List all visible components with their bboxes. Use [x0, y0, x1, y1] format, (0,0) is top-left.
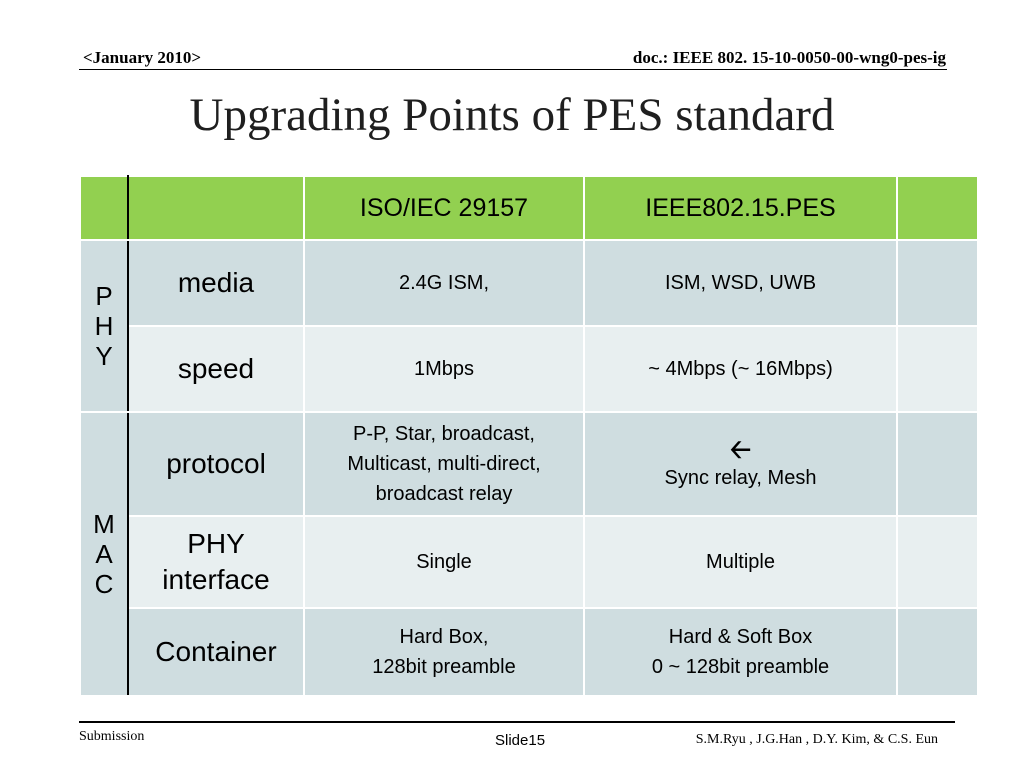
header-cell-pes: IEEE802.15.PES — [583, 175, 898, 241]
table-row: speed 1Mbps ~ 4Mbps (~ 16Mbps) — [80, 325, 979, 413]
table-row: Container Hard Box, 128bit preamble Hard … — [80, 607, 979, 697]
extra-cell — [896, 607, 979, 697]
header-cell-param — [127, 175, 305, 241]
header-doc-id: doc.: IEEE 802. 15-10-0050-00-wng0-pes-i… — [632, 48, 946, 67]
footer-authors: S.M.Ryu , J.G.Han , D.Y. Kim, & C.S. Eun — [695, 732, 938, 747]
pes-value-cell: 🡠 Sync relay, Mesh — [583, 411, 898, 517]
footer-divider — [79, 721, 955, 723]
param-cell: speed — [127, 325, 305, 413]
pes-value-cell: ISM, WSD, UWB — [583, 239, 898, 327]
left-arrow-icon: 🡠 — [729, 434, 752, 464]
iso-value-cell: P-P, Star, broadcast, Multicast, multi-di… — [303, 411, 585, 517]
iso-value-cell: 1Mbps — [303, 325, 585, 413]
iso-value-cell: 2.4G ISM, — [303, 239, 585, 327]
footer-submission: Submission — [79, 729, 145, 744]
header-divider — [79, 69, 947, 70]
pes-value-cell: Hard & Soft Box 0 ~ 128bit preamble — [583, 607, 898, 697]
extra-cell — [896, 239, 979, 327]
param-cell: PHY interface — [127, 515, 305, 609]
header-date: <January 2010> — [83, 48, 202, 67]
header-cell-empty — [79, 175, 129, 241]
table-row: PHY interface Single Multiple — [80, 515, 979, 609]
extra-cell — [896, 325, 979, 413]
footer-slide-number: Slide15 — [495, 732, 546, 749]
iso-value-cell: Hard Box, 128bit preamble — [303, 607, 585, 697]
param-cell: Container — [127, 607, 305, 697]
pes-value-cell: Multiple — [583, 515, 898, 609]
extra-cell — [896, 411, 979, 517]
iso-value-cell: Single — [303, 515, 585, 609]
param-cell: media — [127, 239, 305, 327]
header-cell-iso: ISO/IEC 29157 — [303, 175, 585, 241]
header-cell-extra — [896, 175, 979, 241]
param-cell: protocol — [127, 411, 305, 517]
table-header-row: ISO/IEC 29157 IEEE802.15.PES — [79, 175, 979, 241]
extra-cell — [896, 515, 979, 609]
pes-value-cell: ~ 4Mbps (~ 16Mbps) — [583, 325, 898, 413]
slide-title: Upgrading Points of PES standard — [189, 89, 835, 141]
